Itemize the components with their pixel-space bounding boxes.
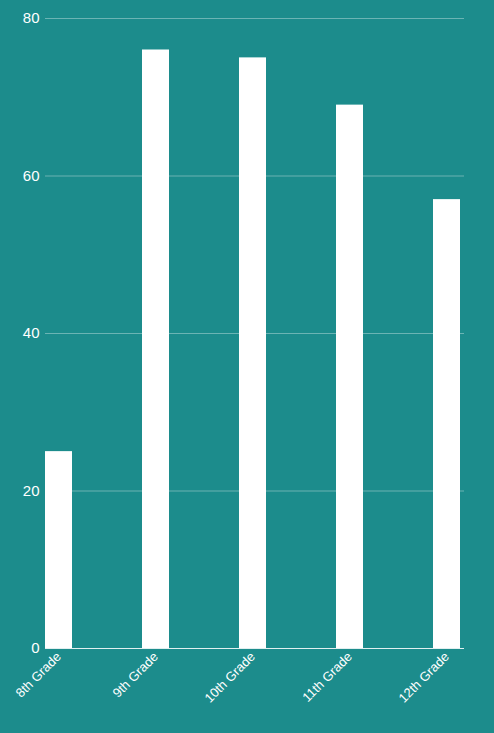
- svg-text:20: 20: [23, 482, 40, 499]
- svg-text:12th Grade: 12th Grade: [395, 649, 452, 706]
- svg-text:40: 40: [23, 324, 40, 341]
- svg-text:10th Grade: 10th Grade: [201, 649, 258, 706]
- svg-text:11th Grade: 11th Grade: [299, 649, 355, 705]
- svg-text:60: 60: [23, 167, 40, 184]
- svg-text:0: 0: [31, 639, 39, 656]
- svg-text:9th Grade: 9th Grade: [110, 649, 161, 700]
- svg-text:80: 80: [23, 9, 40, 26]
- svg-text:8th Grade: 8th Grade: [13, 649, 64, 700]
